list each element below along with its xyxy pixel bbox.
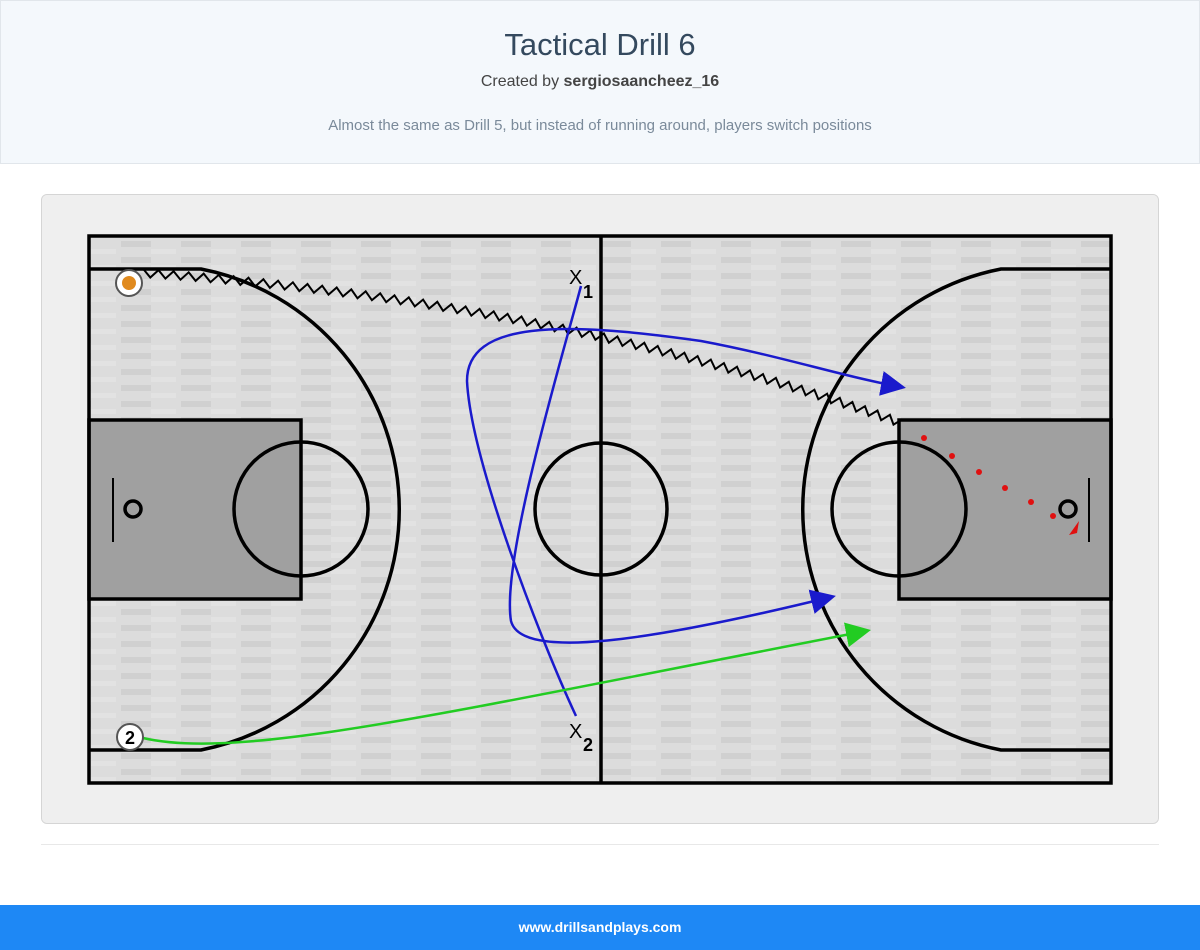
creator-line: Created by sergiosaancheez_16 [1, 73, 1199, 91]
dribble-path [142, 268, 903, 427]
right-hoop [1058, 499, 1078, 519]
player-ball-handler[interactable] [115, 269, 143, 297]
footer: www.drillsandplays.com [0, 905, 1200, 950]
cut-path-x1 [508, 285, 836, 644]
svg-text:X: X [569, 721, 582, 743]
svg-text:X: X [569, 267, 582, 289]
svg-text:2: 2 [125, 728, 135, 748]
player-2[interactable]: 2 [116, 723, 144, 751]
cut-path-x2 [465, 327, 906, 717]
author-link[interactable]: sergiosaancheez_16 [563, 73, 720, 90]
cut-path-player-2 [142, 622, 871, 745]
center-circle [533, 441, 669, 577]
divider [41, 844, 1159, 845]
created-by-label: Created by [480, 73, 560, 90]
left-hoop [123, 499, 143, 519]
court-svg: X1 X2 2 [42, 195, 1158, 823]
player-x1[interactable]: X1 [569, 267, 593, 302]
left-key [87, 418, 303, 601]
player-x2[interactable]: X2 [569, 721, 593, 755]
basketball-icon [122, 276, 136, 290]
right-key [897, 418, 1113, 601]
footer-site-link[interactable]: www.drillsandplays.com [518, 919, 682, 935]
court-lines [87, 234, 1113, 785]
svg-text:1: 1 [583, 282, 593, 302]
svg-text:2: 2 [583, 735, 593, 755]
page-title: Tactical Drill 6 [504, 27, 696, 62]
shot-path [921, 435, 1079, 535]
drill-description: Almost the same as Drill 5, but instead … [328, 117, 872, 134]
header: Tactical Drill 6 Created by sergiosaanch… [0, 0, 1200, 164]
